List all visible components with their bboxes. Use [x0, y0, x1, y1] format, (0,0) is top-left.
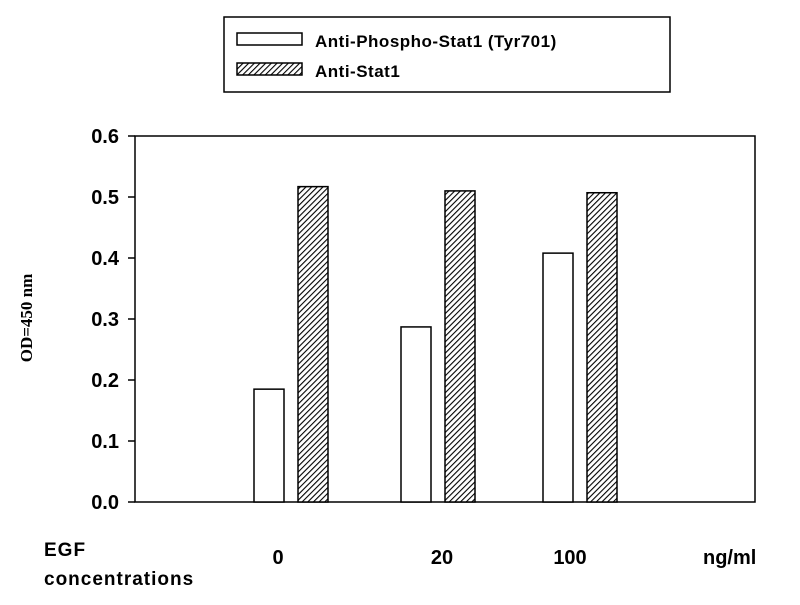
y-tick-label: 0.2 — [91, 370, 119, 392]
y-tick-label: 0.4 — [91, 248, 120, 270]
bar-stat1-20 — [444, 190, 476, 503]
x-tick-label: 100 — [553, 547, 586, 569]
x-tick-label: 0 — [272, 547, 283, 569]
x-tick-label: 20 — [431, 547, 453, 569]
legend-box — [223, 16, 671, 93]
x-axis-label-line1: EGF — [44, 540, 86, 561]
legend-swatch-stat1 — [236, 62, 303, 76]
y-tick-label: 0.3 — [91, 309, 119, 331]
y-tick-label: 0.0 — [91, 492, 119, 514]
legend-swatch-phospho-stat1 — [236, 32, 303, 46]
y-axis-label: OD=450 nm — [17, 274, 36, 363]
bar-phospho-stat1-20 — [400, 326, 432, 503]
y-tick-label: 0.1 — [91, 431, 119, 453]
y-axis-ticks: 0.0 0.1 0.2 0.3 0.4 0.5 0.6 — [91, 126, 135, 514]
legend: Anti-Phospho-Stat1 (Tyr701) Anti-Stat1 — [223, 16, 671, 93]
legend-label-phospho-stat1: Anti-Phospho-Stat1 (Tyr701) — [315, 32, 557, 51]
x-axis-unit: ng/ml — [703, 547, 756, 569]
y-tick-label: 0.5 — [91, 187, 119, 209]
bar-stat1-0 — [297, 185, 329, 503]
legend-label-stat1: Anti-Stat1 — [315, 62, 400, 81]
x-axis-ticks: 0 20 100 — [272, 547, 586, 569]
bar-stat1-100 — [586, 191, 618, 503]
bars — [253, 185, 618, 503]
bar-phospho-stat1-100 — [542, 252, 574, 503]
x-axis-label-line2: concentrations — [44, 569, 194, 590]
y-tick-label: 0.6 — [91, 126, 119, 148]
bar-phospho-stat1-0 — [253, 388, 285, 503]
